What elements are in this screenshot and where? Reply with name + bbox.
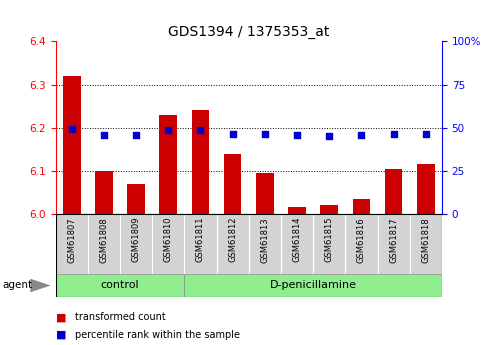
Bar xyxy=(385,169,402,214)
Bar xyxy=(345,214,378,274)
Point xyxy=(293,132,301,138)
Text: GSM61807: GSM61807 xyxy=(67,217,76,263)
Bar xyxy=(313,214,345,274)
Bar xyxy=(353,199,370,214)
Bar xyxy=(56,214,88,274)
Bar xyxy=(224,154,242,214)
Point xyxy=(164,128,172,133)
Text: GSM61811: GSM61811 xyxy=(196,217,205,263)
Bar xyxy=(410,214,442,274)
Text: ■: ■ xyxy=(56,330,66,339)
Text: GSM61815: GSM61815 xyxy=(325,217,334,263)
Bar xyxy=(378,214,410,274)
Text: ■: ■ xyxy=(56,313,66,322)
Bar xyxy=(185,274,442,297)
Bar xyxy=(417,164,435,214)
Bar xyxy=(320,205,338,214)
Text: control: control xyxy=(100,280,139,290)
Point xyxy=(132,132,140,137)
Bar xyxy=(185,214,216,274)
Bar xyxy=(281,214,313,274)
Point xyxy=(357,132,365,138)
Text: GSM61809: GSM61809 xyxy=(131,217,141,263)
Bar xyxy=(216,214,249,274)
Text: GSM61818: GSM61818 xyxy=(421,217,430,263)
Text: GSM61808: GSM61808 xyxy=(99,217,108,263)
Bar xyxy=(256,173,274,214)
Bar xyxy=(95,171,113,214)
Text: transformed count: transformed count xyxy=(75,313,166,322)
Polygon shape xyxy=(30,279,51,292)
Text: percentile rank within the sample: percentile rank within the sample xyxy=(75,330,240,339)
Text: agent: agent xyxy=(2,280,32,290)
Text: GSM61812: GSM61812 xyxy=(228,217,237,263)
Point xyxy=(68,127,75,132)
Text: GSM61814: GSM61814 xyxy=(293,217,301,263)
Bar xyxy=(120,214,152,274)
Title: GDS1394 / 1375353_at: GDS1394 / 1375353_at xyxy=(168,25,329,39)
Bar xyxy=(63,76,81,214)
Text: GSM61810: GSM61810 xyxy=(164,217,173,263)
Point xyxy=(326,134,333,139)
Bar xyxy=(192,110,209,214)
Point xyxy=(100,132,108,137)
Point xyxy=(197,128,204,133)
Bar xyxy=(88,214,120,274)
Text: GSM61813: GSM61813 xyxy=(260,217,270,263)
Text: D-penicillamine: D-penicillamine xyxy=(270,280,356,290)
Point xyxy=(390,131,398,136)
Point xyxy=(229,131,237,136)
Bar xyxy=(288,207,306,214)
Bar xyxy=(56,274,185,297)
Bar xyxy=(249,214,281,274)
Bar xyxy=(152,214,185,274)
Text: GSM61816: GSM61816 xyxy=(357,217,366,263)
Text: GSM61817: GSM61817 xyxy=(389,217,398,263)
Bar xyxy=(127,184,145,214)
Point xyxy=(261,131,269,136)
Bar xyxy=(159,115,177,214)
Point xyxy=(422,131,430,136)
